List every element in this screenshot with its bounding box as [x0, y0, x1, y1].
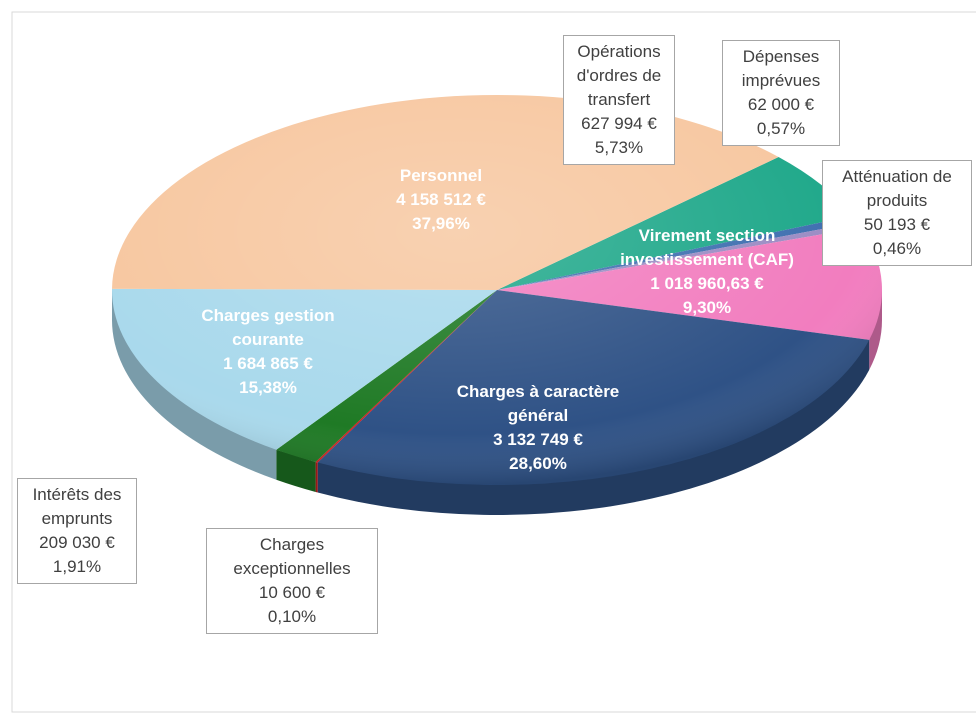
value-label: 1 684 865 €	[223, 354, 313, 373]
data-label: Personnel 4 158 512 € 37,96%	[346, 164, 536, 236]
slice-name: Charges à caractère général	[456, 382, 620, 425]
percent-label: 9,30%	[682, 298, 732, 317]
percent-label: 0,10%	[267, 607, 317, 626]
slice-name: Personnel	[399, 166, 483, 185]
data-label: Intérêts des emprunts 209 030 € 1,91%	[17, 478, 137, 584]
value-label: 4 158 512 €	[396, 190, 486, 209]
percent-label: 0,57%	[756, 119, 806, 138]
slice-name: Intérêts des emprunts	[32, 485, 122, 528]
percent-label: 0,46%	[872, 239, 922, 258]
percent-label: 15,38%	[239, 378, 297, 397]
percent-label: 28,60%	[509, 454, 567, 473]
data-label: Virement section investissement (CAF) 1 0…	[618, 224, 796, 320]
percent-label: 1,91%	[52, 557, 102, 576]
value-label: 1 018 960,63 €	[650, 274, 764, 293]
value-label: 209 030 €	[39, 533, 115, 552]
slice-name: Charges exceptionnelles	[233, 535, 351, 578]
slice-name: Charges gestion courante	[201, 306, 335, 349]
value-label: 627 994 €	[581, 114, 657, 133]
percent-label: 5,73%	[594, 138, 644, 157]
value-label: 10 600 €	[258, 583, 326, 602]
data-label: Charges à caractère général 3 132 749 € 28…	[448, 380, 628, 476]
slice-name: Atténuation de produits	[842, 167, 952, 210]
slice-name: Opérations d'ordres de transfert	[576, 42, 662, 109]
data-label: Charges exceptionnelles 10 600 € 0,10%	[206, 528, 378, 634]
slice-name: Virement section investissement (CAF)	[620, 226, 794, 269]
data-label: Opérations d'ordres de transfert 627 994 …	[563, 35, 675, 165]
data-label: Dépenses imprévues 62 000 € 0,57%	[722, 40, 840, 146]
data-label: Charges gestion courante 1 684 865 € 15,38…	[176, 304, 360, 400]
value-label: 50 193 €	[863, 215, 931, 234]
value-label: 3 132 749 €	[493, 430, 583, 449]
data-label: Atténuation de produits 50 193 € 0,46%	[822, 160, 972, 266]
percent-label: 37,96%	[412, 214, 470, 233]
slice-side	[315, 462, 318, 493]
value-label: 62 000 €	[747, 95, 815, 114]
slice-name: Dépenses imprévues	[741, 47, 821, 90]
